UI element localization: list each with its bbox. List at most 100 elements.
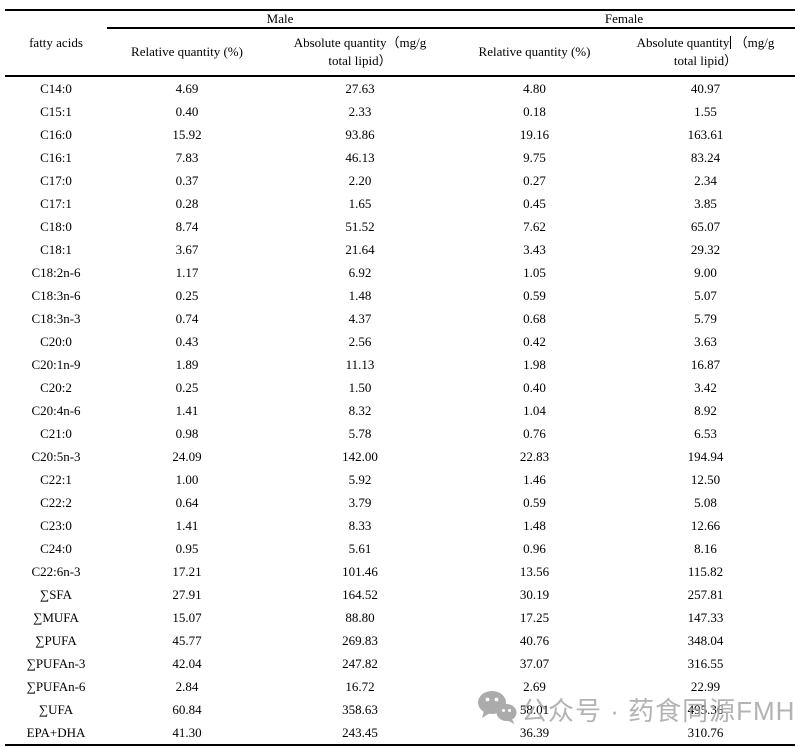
female-relative-cell: 0.40 xyxy=(523,380,546,395)
female-relative-cell: 7.62 xyxy=(523,219,546,234)
table-row: C24:0 0.95 5.61 0.96 8.16 xyxy=(5,537,795,560)
table-row: C22:2 0.64 3.79 0.59 5.08 xyxy=(5,491,795,514)
fatty-acid-cell: ∑SFA xyxy=(39,587,73,602)
male-absolute-cell: 8.33 xyxy=(348,518,372,533)
fatty-acid-cell: ∑MUFA xyxy=(33,610,79,625)
female-absolute-cell: 40.97 xyxy=(690,81,721,96)
female-relative-cell: 1.98 xyxy=(523,357,546,372)
table-row: C22:6n-3 17.21 101.46 13.56 115.82 xyxy=(5,560,795,583)
table-body: C14:0 4.69 27.63 4.80 40.97 C15:1 0.40 2.33 0.18… xyxy=(5,76,795,745)
female-absolute-cell: 8.92 xyxy=(694,403,717,418)
table-row: ∑PUFAn-3 42.04 247.82 37.07 316.55 xyxy=(5,652,795,675)
female-absolute-cell: 12.50 xyxy=(690,472,721,487)
fatty-acid-cell: C18:3n-6 xyxy=(31,288,81,303)
male-absolute-cell: 6.92 xyxy=(348,265,372,280)
male-absolute-cell: 46.13 xyxy=(345,150,375,165)
table-row: C16:0 15.92 93.86 19.16 163.61 xyxy=(5,123,795,146)
fatty-acid-cell: ∑PUFA xyxy=(35,633,77,648)
male-relative-cell: 1.89 xyxy=(175,357,199,372)
female-relative-cell: 0.18 xyxy=(523,104,546,119)
female-relative-cell: 58.01 xyxy=(519,702,550,717)
table-row: C17:0 0.37 2.20 0.27 2.34 xyxy=(5,169,795,192)
female-absolute-cell: 1.55 xyxy=(694,104,717,119)
male-relative-cell: 2.84 xyxy=(175,679,199,694)
male-relative-cell: 0.64 xyxy=(175,495,199,510)
male-relative-cell: 0.95 xyxy=(175,541,199,556)
male-absolute-cell: 164.52 xyxy=(342,587,378,602)
male-absolute-cell: 269.83 xyxy=(342,633,378,648)
fatty-acids-header: fatty acids xyxy=(5,10,107,77)
male-relative-cell: 0.37 xyxy=(175,173,199,188)
male-absolute-cell: 51.52 xyxy=(345,219,375,234)
male-absolute-cell: 101.46 xyxy=(342,564,378,579)
fatty-acid-cell: C22:2 xyxy=(40,495,72,510)
female-absolute-cell: 316.55 xyxy=(687,656,724,671)
male-absolute-cell: 5.78 xyxy=(348,426,372,441)
female-relative-cell: 0.68 xyxy=(523,311,546,326)
male-absolute-cell: 1.48 xyxy=(348,288,372,303)
male-relative-cell: 0.43 xyxy=(175,334,199,349)
male-group-header: Male xyxy=(107,10,453,29)
male-relative-cell: 0.40 xyxy=(175,104,199,119)
male-absolute-cell: 11.13 xyxy=(345,357,375,372)
table-row: C20:4n-6 1.41 8.32 1.04 8.92 xyxy=(5,399,795,422)
fatty-acid-cell: C22:1 xyxy=(40,472,72,487)
female-group-header: Female xyxy=(453,10,796,29)
male-absolute-cell: 358.63 xyxy=(342,702,378,717)
fatty-acid-cell: ∑PUFAn-6 xyxy=(26,679,86,694)
male-relative-cell: 8.74 xyxy=(175,219,199,234)
female-relative-cell: 3.43 xyxy=(523,242,546,257)
table-row: ∑PUFAn-6 2.84 16.72 2.69 22.99 xyxy=(5,675,795,698)
female-absolute-cell: 3.63 xyxy=(694,334,717,349)
male-relative-cell: 15.92 xyxy=(172,127,202,142)
female-absolute-cell: 147.33 xyxy=(687,610,724,625)
table-row: C15:1 0.40 2.33 0.18 1.55 xyxy=(5,100,795,123)
male-absolute-cell: 1.65 xyxy=(348,196,372,211)
female-absolute-cell: 9.00 xyxy=(694,265,717,280)
fatty-acid-cell: C20:0 xyxy=(40,334,72,349)
female-absolute-header: Absolute quantity （mg/g total lipid） xyxy=(616,28,796,77)
male-relative-cell: 4.69 xyxy=(175,81,199,96)
table-row: C18:3n-3 0.74 4.37 0.68 5.79 xyxy=(5,307,795,330)
male-relative-cell: 45.77 xyxy=(172,633,202,648)
table-row: C20:5n-3 24.09 142.00 22.83 194.94 xyxy=(5,445,795,468)
female-absolute-cell: 163.61 xyxy=(687,127,724,142)
male-relative-header: Relative quantity (%) xyxy=(107,28,267,77)
female-absolute-cell: 5.08 xyxy=(694,495,717,510)
female-relative-cell: 4.80 xyxy=(523,81,546,96)
male-relative-cell: 7.83 xyxy=(175,150,199,165)
female-absolute-cell: 22.99 xyxy=(690,679,721,694)
male-relative-cell: 17.21 xyxy=(172,564,202,579)
male-relative-cell: 3.67 xyxy=(175,242,199,257)
table-row: ∑MUFA 15.07 88.80 17.25 147.33 xyxy=(5,606,795,629)
fatty-acid-cell: EPA+DHA xyxy=(26,725,86,740)
female-absolute-cell: 115.82 xyxy=(687,564,724,579)
female-relative-cell: 36.39 xyxy=(519,725,550,740)
female-relative-cell: 30.19 xyxy=(519,587,550,602)
text-cursor[interactable] xyxy=(730,36,732,49)
female-relative-cell: 0.96 xyxy=(523,541,546,556)
fatty-acid-cell: C16:0 xyxy=(40,127,72,142)
female-absolute-cell: 16.87 xyxy=(690,357,721,372)
male-absolute-header: Absolute quantity（mg/g total lipid） xyxy=(267,28,453,77)
male-relative-cell: 42.04 xyxy=(172,656,202,671)
male-relative-cell: 1.00 xyxy=(175,472,199,487)
female-relative-cell: 1.48 xyxy=(523,518,546,533)
fatty-acid-cell: ∑UFA xyxy=(38,702,74,717)
female-relative-cell: 0.42 xyxy=(523,334,546,349)
male-absolute-cell: 243.45 xyxy=(342,725,378,740)
female-absolute-cell: 348.04 xyxy=(687,633,724,648)
male-absolute-cell: 2.20 xyxy=(348,173,372,188)
female-relative-cell: 37.07 xyxy=(519,656,550,671)
male-absolute-cell: 27.63 xyxy=(345,81,375,96)
male-relative-cell: 0.28 xyxy=(175,196,199,211)
table-row: C18:0 8.74 51.52 7.62 65.07 xyxy=(5,215,795,238)
female-absolute-cell: 495.36 xyxy=(687,702,724,717)
fatty-acid-cell: C18:0 xyxy=(40,219,72,234)
male-absolute-cell: 5.92 xyxy=(348,472,372,487)
female-absolute-cell: 310.76 xyxy=(687,725,724,740)
female-relative-cell: 17.25 xyxy=(519,610,550,625)
fatty-acid-cell: C23:0 xyxy=(40,518,72,533)
table-row: C20:0 0.43 2.56 0.42 3.63 xyxy=(5,330,795,353)
female-relative-cell: 0.45 xyxy=(523,196,546,211)
